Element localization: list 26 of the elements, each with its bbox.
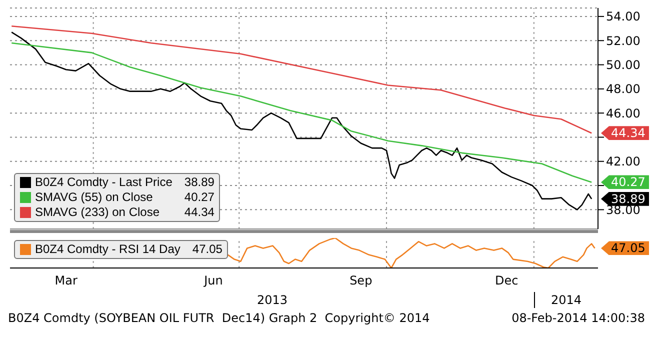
x-tick-label: Jun <box>203 274 223 288</box>
data-label: 44.34 <box>601 126 650 140</box>
text: 38.89 <box>184 175 214 189</box>
legend-label: SMAVG (233) on Close <box>35 205 160 220</box>
text: 2014 <box>550 293 582 307</box>
x-tick-label: Sep <box>350 274 372 288</box>
y-tick-label: 46.00 <box>606 106 640 120</box>
data-label: 40.27 <box>601 175 650 190</box>
text: B0Z4 Comdty (SOYBEAN OIL FUTR Dec14) Graph 2 Copyright© 2014 <box>8 311 430 325</box>
data-label: 38.89 <box>601 192 650 206</box>
legend-label: B0Z4 Comdty - Last Price <box>35 175 172 190</box>
x-tick-label: Dec <box>495 274 518 288</box>
annotation: 47.05 <box>191 242 222 257</box>
y-tick-label: 50.00 <box>606 58 640 72</box>
legend-label: B0Z4 Comdty - RSI 14 Day <box>35 242 180 257</box>
y-tick-label: 54.00 <box>606 10 640 24</box>
text: 47.05 <box>611 241 646 256</box>
text: 08-Feb-2014 14:00:38 <box>512 311 645 325</box>
text: 40.27 <box>184 190 214 204</box>
y-tick-label: 52.00 <box>606 34 640 48</box>
y-tick-label: 42.00 <box>606 154 640 169</box>
text: 2013 <box>256 293 288 307</box>
text: 44.34 <box>184 205 214 219</box>
x-tick-label: Mar <box>54 274 78 288</box>
y-tick-label: 48.00 <box>606 82 640 96</box>
legend-label: SMAVG (55) on Close <box>35 190 153 205</box>
